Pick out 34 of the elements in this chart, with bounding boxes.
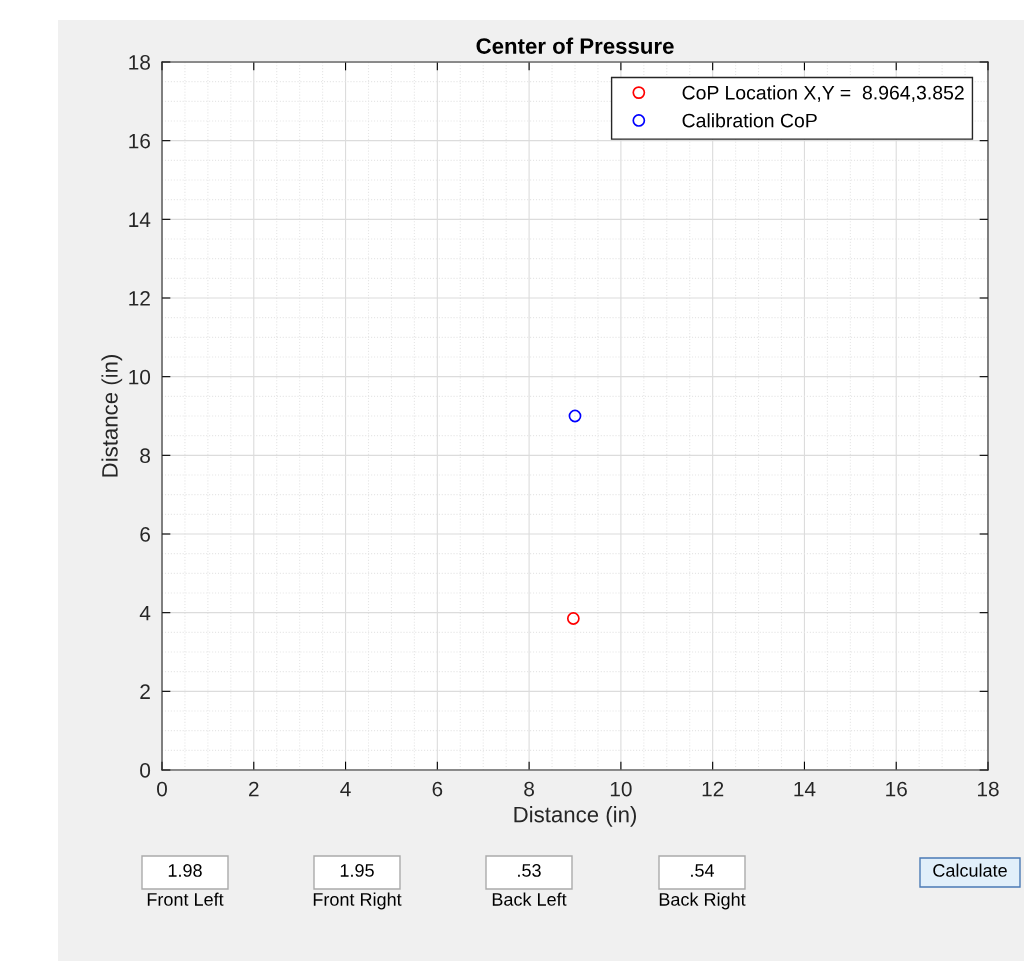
x-tick-label: 18 bbox=[978, 781, 999, 797]
x-tick-label: 6 bbox=[432, 781, 443, 797]
text: Front Left bbox=[147, 892, 224, 906]
text: .54 bbox=[691, 864, 715, 877]
y-tick-label: 10 bbox=[129, 369, 151, 385]
y-tick-label: 6 bbox=[140, 527, 150, 542]
x-tick-label: 0 bbox=[157, 781, 167, 797]
text: 1.98 bbox=[168, 864, 202, 877]
y-tick-label: 8 bbox=[140, 448, 150, 464]
x-tick-label: 12 bbox=[702, 781, 724, 797]
text: Back Left bbox=[492, 892, 567, 906]
x-axis-title: Distance (in) bbox=[514, 806, 636, 827]
x-tick-label: 2 bbox=[249, 781, 259, 797]
y-axis-title: Distance (in) bbox=[101, 355, 123, 477]
text: Back Right bbox=[659, 892, 746, 910]
y-tick-label: 0 bbox=[140, 763, 151, 778]
y-tick-label: 14 bbox=[129, 212, 151, 227]
text: .53 bbox=[518, 864, 541, 877]
text: Front Right bbox=[313, 892, 402, 910]
text: 1.95 bbox=[340, 864, 374, 877]
x-tick-label: 10 bbox=[610, 781, 632, 797]
y-tick-label: 16 bbox=[129, 133, 150, 149]
y-tick-label: 4 bbox=[139, 605, 151, 621]
legend-label: CoP Location X,Y = 8.964,3.852 bbox=[682, 85, 964, 102]
chart-title: Center of Pressure bbox=[476, 37, 674, 54]
x-tick-label: 16 bbox=[886, 781, 907, 797]
x-tick-label: 14 bbox=[794, 781, 816, 797]
x-tick-label: 4 bbox=[340, 781, 351, 797]
y-tick-label: 2 bbox=[140, 684, 150, 699]
x-tick-label: 8 bbox=[524, 781, 534, 797]
legend-label: Calibration CoP bbox=[682, 113, 817, 128]
y-tick-label: 18 bbox=[129, 55, 150, 70]
text: Calculate bbox=[933, 863, 1007, 877]
y-tick-label: 12 bbox=[129, 291, 150, 306]
